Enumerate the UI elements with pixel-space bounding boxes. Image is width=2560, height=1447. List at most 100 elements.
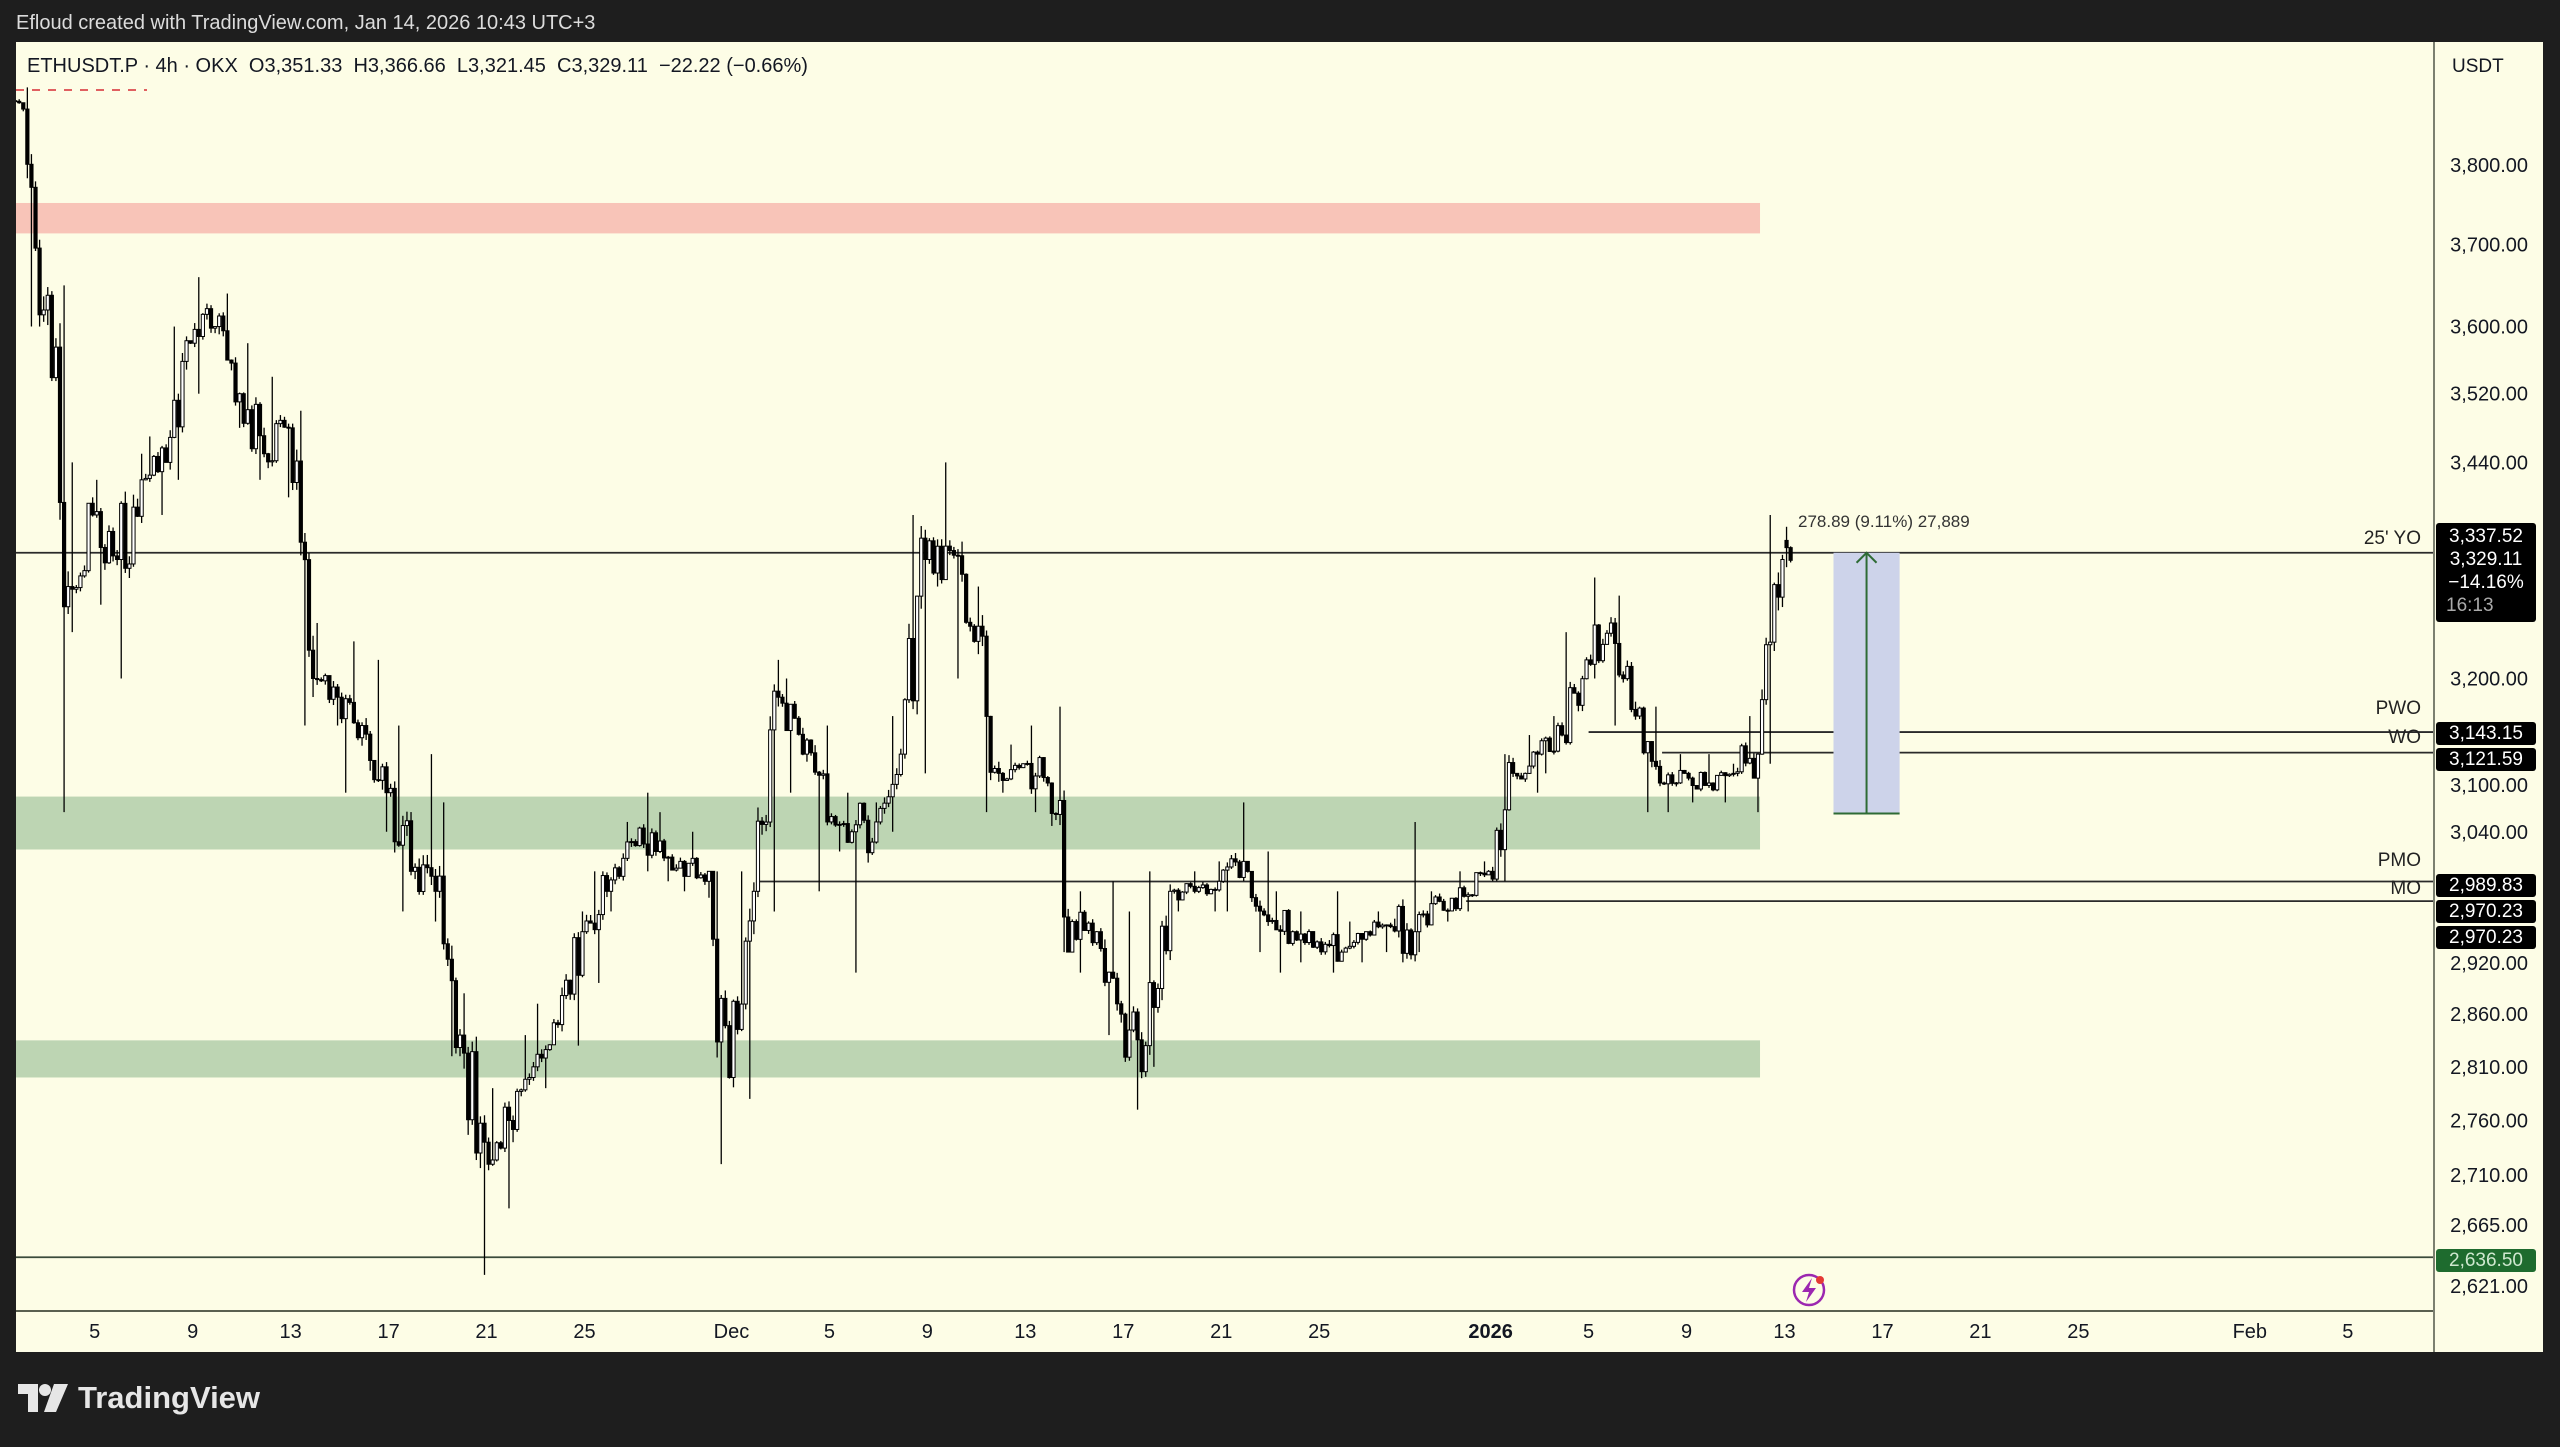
candle [698, 872, 703, 879]
candle [1723, 772, 1728, 803]
candle [751, 882, 756, 935]
candle [66, 571, 71, 614]
candle [1510, 757, 1516, 777]
candle [980, 615, 985, 647]
lightning-icon[interactable] [1792, 1273, 1826, 1307]
candle [1555, 722, 1561, 753]
candle [1090, 919, 1095, 946]
tradingview-logo[interactable]: TradingView [18, 1380, 260, 1416]
mo-price-tag: 2,970.23 [2436, 900, 2536, 923]
candle [110, 527, 116, 562]
candle [845, 792, 850, 843]
price-axis[interactable] [2433, 42, 2543, 1352]
candle [213, 326, 218, 334]
candle [310, 635, 316, 698]
candle [1192, 871, 1197, 894]
time-tick-label: 25 [2067, 1321, 2089, 1343]
time-axis[interactable] [16, 1310, 2433, 1352]
candle [727, 1020, 732, 1079]
candle [1702, 771, 1708, 787]
candle [1302, 933, 1308, 945]
pmo-price-tag: 2,989.83 [2436, 874, 2536, 897]
candle [755, 807, 761, 898]
candle [935, 539, 940, 587]
candle [266, 452, 271, 469]
candle [506, 1101, 512, 1209]
candle [384, 762, 389, 832]
candle [1470, 894, 1475, 898]
candle [82, 565, 87, 578]
candle [482, 1115, 487, 1275]
candle [535, 1003, 540, 1072]
candle [470, 1041, 475, 1125]
price-range-measure[interactable] [1833, 551, 1900, 815]
candle [478, 1116, 483, 1169]
candle [910, 514, 916, 710]
candle [796, 716, 801, 736]
candle [1727, 773, 1732, 777]
candle [494, 1141, 499, 1162]
candle [1282, 909, 1287, 936]
candle [1564, 632, 1569, 745]
price-tick-label: 2,621.00 [2450, 1276, 2528, 1298]
candle [596, 909, 601, 983]
candle [1155, 983, 1161, 1013]
supply-zone[interactable] [0, 202, 1761, 234]
candle [1731, 763, 1736, 777]
candle [743, 937, 748, 1010]
candle [1449, 897, 1454, 912]
price-tick-label: 2,665.00 [2450, 1215, 2528, 1237]
symbol-info[interactable]: ETHUSDT.P · 4h · OKX [27, 55, 238, 77]
candle [131, 494, 136, 567]
candle [1233, 853, 1238, 866]
candle [1743, 742, 1748, 767]
candle [731, 999, 736, 1088]
candle [1057, 706, 1063, 826]
candle [1172, 888, 1177, 894]
price-tick-label: 2,810.00 [2450, 1057, 2528, 1079]
candle [1061, 790, 1067, 953]
candle [1196, 885, 1201, 894]
candle [466, 1046, 471, 1135]
candle [1764, 637, 1769, 705]
candle [964, 573, 969, 624]
candle [1204, 883, 1210, 896]
candle [1421, 910, 1426, 918]
candle [1719, 770, 1724, 776]
candle [433, 869, 438, 922]
time-tick-label: Dec [714, 1321, 750, 1343]
candle [1437, 893, 1442, 903]
candle [853, 819, 859, 973]
candle [531, 1061, 536, 1081]
candle [368, 730, 373, 771]
candle [1776, 572, 1781, 611]
candle [61, 285, 67, 813]
candle [16, 100, 18, 103]
symbol-legend[interactable]: ETHUSDT.P · 4h · OKX O3,351.33 H3,366.66… [27, 55, 808, 78]
price-tick-label: 3,040.00 [2450, 822, 2528, 844]
candle [498, 1140, 503, 1150]
ohlc-open: O3,351.33 [248, 55, 343, 77]
candle [1110, 881, 1116, 980]
candle [1074, 919, 1079, 941]
currency-label[interactable]: USDT [2452, 56, 2504, 77]
candle [1515, 772, 1520, 780]
candle [817, 770, 822, 892]
candle [323, 673, 328, 685]
candle [527, 1073, 532, 1085]
candle [164, 444, 169, 463]
candle [768, 716, 773, 828]
demand-zone[interactable] [0, 1040, 1761, 1078]
candle [1310, 931, 1316, 949]
candle [1584, 657, 1589, 680]
candle [1021, 763, 1026, 769]
chart-pane[interactable] [16, 42, 2433, 1310]
candle [1413, 821, 1418, 962]
price-tick-label: 2,860.00 [2450, 1004, 2528, 1026]
price-tick-label: 3,520.00 [2450, 384, 2528, 406]
candle [70, 462, 75, 633]
candle [833, 814, 838, 827]
candle [1715, 774, 1720, 792]
candle [515, 1088, 520, 1132]
